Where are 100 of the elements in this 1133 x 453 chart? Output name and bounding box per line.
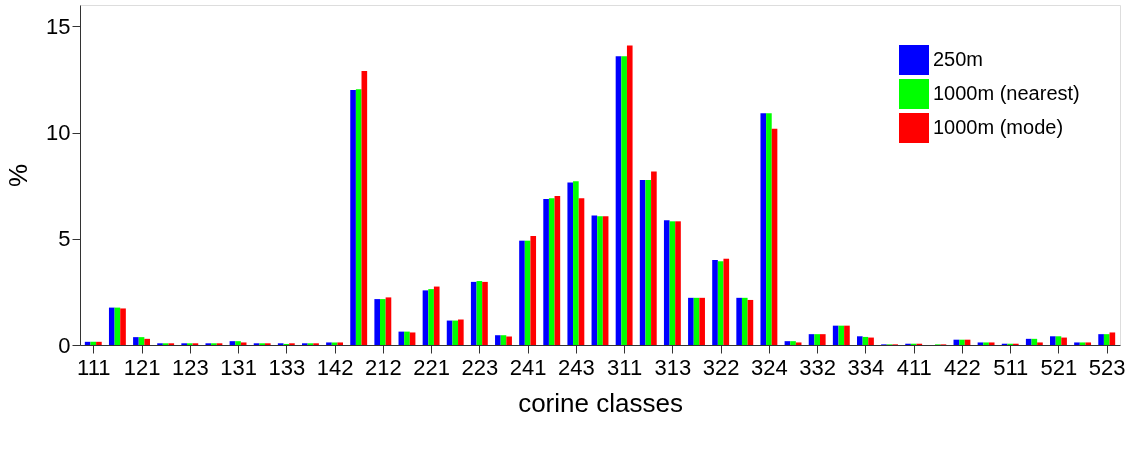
bar	[699, 297, 705, 345]
x-tick-label: 311	[607, 354, 643, 380]
bar	[1109, 332, 1116, 345]
y-tick-label: 15	[46, 13, 71, 39]
bar	[651, 171, 657, 345]
x-tick-label: 324	[751, 354, 788, 380]
bar	[1098, 334, 1104, 345]
bar	[856, 336, 863, 345]
bar	[452, 320, 459, 345]
bar	[506, 336, 512, 345]
x-tick-label: 123	[171, 354, 209, 380]
bar	[548, 198, 555, 345]
bar	[712, 260, 718, 345]
bar	[235, 341, 241, 345]
bar	[1050, 336, 1056, 345]
x-tick-label: 241	[509, 354, 547, 380]
bar	[1085, 342, 1092, 345]
bar	[723, 258, 730, 345]
bar	[790, 341, 796, 345]
bar	[138, 337, 145, 345]
bar	[1037, 342, 1043, 345]
x-axis-title: corine classes	[518, 387, 683, 418]
x-tick-label: 212	[364, 354, 402, 380]
bar	[120, 308, 126, 345]
bar	[133, 337, 139, 345]
bar	[337, 342, 344, 345]
bar	[760, 113, 767, 345]
bar	[766, 113, 772, 345]
bar	[795, 342, 802, 345]
x-tick-label: 131	[220, 354, 257, 380]
x-tick-label: 523	[1088, 354, 1126, 380]
y-tick-label: 5	[58, 226, 71, 252]
bar	[983, 342, 989, 345]
bar	[844, 325, 850, 345]
bar	[1074, 342, 1080, 345]
bar	[240, 342, 247, 345]
x-tick-label: 313	[654, 354, 692, 380]
bar	[350, 90, 356, 345]
bar	[543, 199, 549, 345]
bar	[470, 281, 477, 345]
x-tick-label: 334	[847, 354, 885, 380]
x-tick-label: 322	[702, 354, 740, 380]
x-tick-label: 511	[993, 354, 1029, 380]
bar	[385, 297, 392, 345]
x-tick-label: 221	[413, 354, 450, 380]
bar	[409, 332, 416, 345]
x-tick-label: 111	[77, 354, 111, 380]
bar	[736, 297, 742, 345]
bar	[482, 281, 488, 345]
x-tick-label: 332	[799, 354, 837, 380]
bar	[326, 342, 332, 345]
bar	[433, 286, 440, 345]
bar	[808, 334, 815, 345]
legend-label: 250m	[933, 48, 984, 70]
x-tick-label: 142	[316, 354, 354, 380]
x-tick-label: 521	[1040, 354, 1078, 380]
bar	[1103, 334, 1110, 345]
bar	[374, 299, 381, 345]
bar	[404, 331, 410, 345]
bar	[645, 180, 652, 345]
bar	[621, 56, 627, 345]
bar	[495, 335, 501, 345]
bar	[355, 89, 362, 345]
x-tick-label: 133	[268, 354, 306, 380]
bar	[530, 235, 537, 345]
bar	[428, 289, 434, 345]
y-tick-label: 10	[46, 120, 71, 145]
bar	[814, 334, 820, 345]
bar	[458, 319, 464, 345]
x-tick-label: 121	[123, 354, 161, 380]
bar	[838, 325, 845, 345]
bar	[597, 216, 603, 345]
legend-label: 1000m (mode)	[933, 116, 1064, 138]
x-tick-label: 223	[461, 354, 499, 380]
bar	[1055, 336, 1062, 345]
bar	[626, 45, 633, 345]
x-tick-label: 243	[558, 354, 595, 380]
bar	[1025, 338, 1032, 345]
bar	[784, 341, 791, 345]
bar	[96, 341, 102, 345]
bar	[977, 342, 984, 345]
bar	[380, 299, 386, 345]
bar	[90, 341, 97, 345]
bar	[675, 221, 681, 345]
bar	[519, 240, 525, 345]
bar	[144, 338, 150, 345]
bar	[688, 297, 694, 345]
x-tick-label: 422	[944, 354, 981, 380]
bar	[1061, 337, 1067, 345]
y-tick-label: 0	[58, 332, 71, 358]
bar	[108, 307, 115, 345]
bar	[959, 339, 965, 345]
bar	[741, 297, 748, 345]
bar	[573, 181, 579, 345]
bar	[1079, 342, 1086, 345]
legend-label: 1000m (nearest)	[933, 82, 1080, 104]
bar	[988, 342, 995, 345]
bar	[567, 182, 574, 345]
bar	[819, 334, 826, 345]
bar	[663, 220, 670, 345]
